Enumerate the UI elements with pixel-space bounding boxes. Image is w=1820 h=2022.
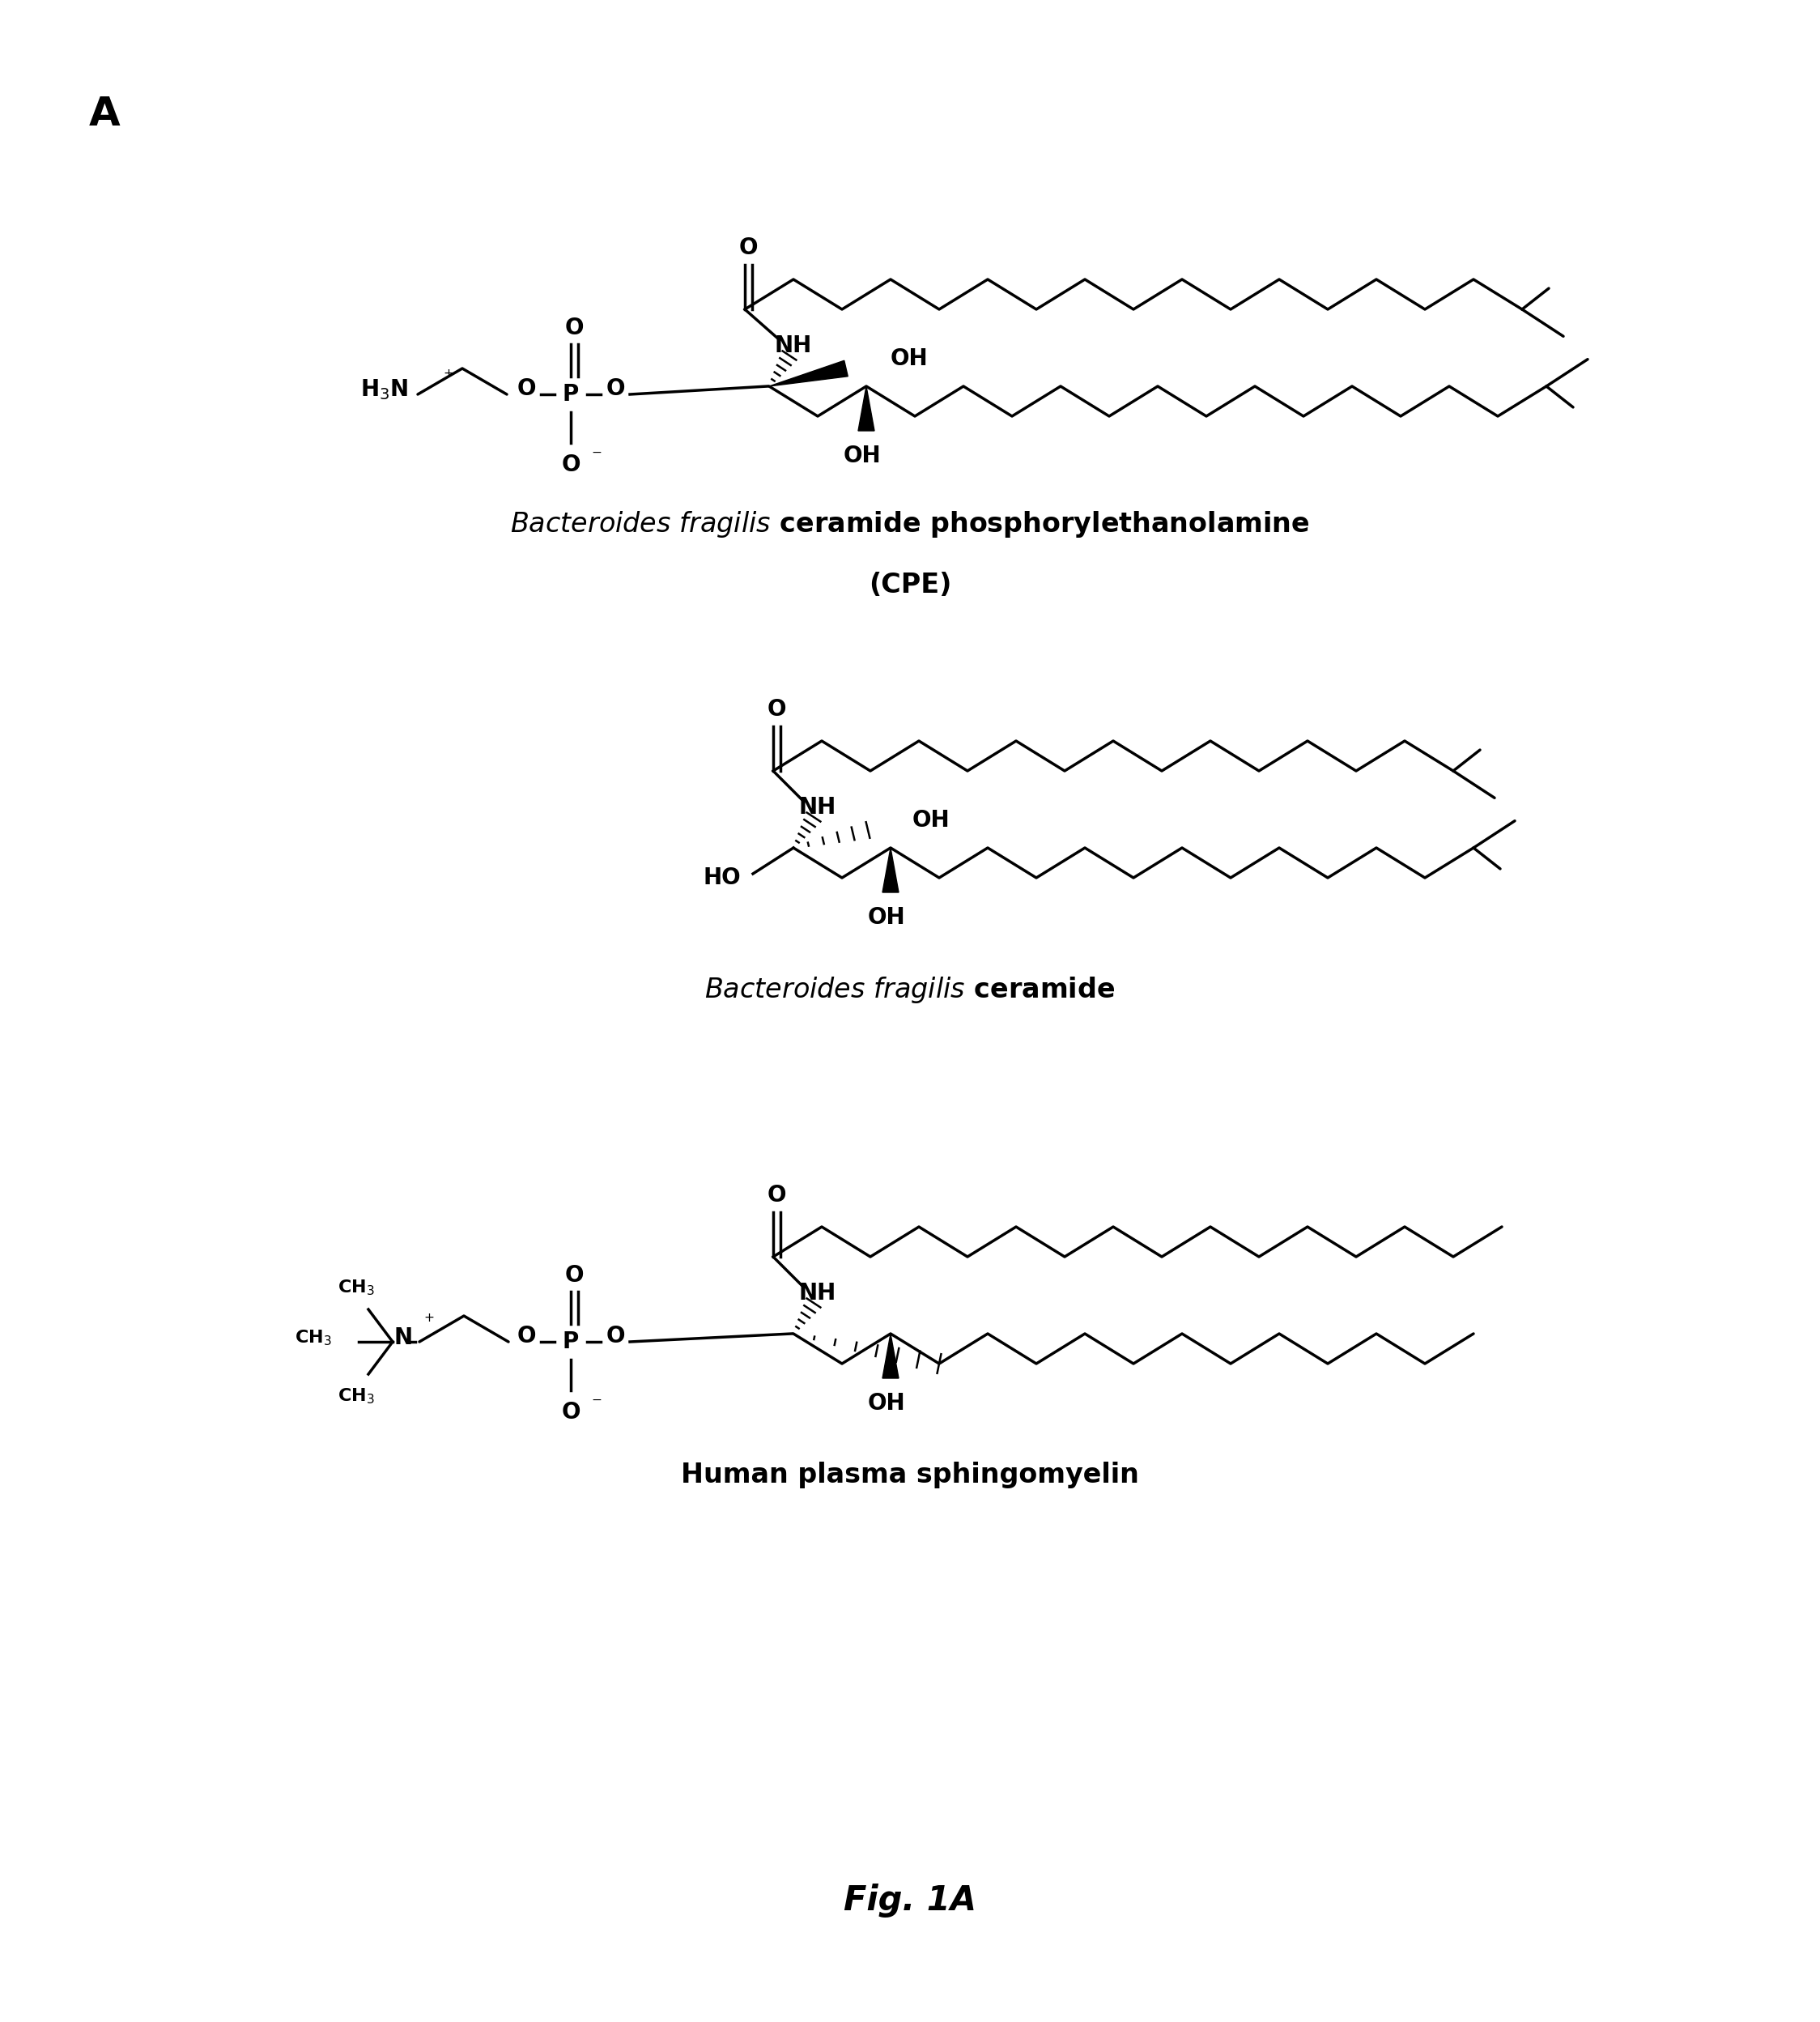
Text: P: P [562,382,579,406]
Text: P: P [562,1330,579,1353]
Text: N: N [395,1326,413,1349]
Text: CH$_3$: CH$_3$ [339,1278,375,1298]
Text: OH: OH [890,348,928,370]
Text: OH: OH [843,445,881,467]
Text: OH: OH [912,809,950,831]
Text: $^+$: $^+$ [420,1314,435,1330]
Polygon shape [770,360,848,386]
Text: O: O [564,317,584,340]
Text: O: O [561,453,581,475]
Polygon shape [883,847,899,892]
Text: H$_3$N: H$_3$N [360,378,408,402]
Text: (CPE): (CPE) [868,572,952,599]
Text: $^-$: $^-$ [588,449,602,465]
Text: NH: NH [775,334,812,358]
Text: O: O [564,1264,584,1286]
Text: $^-$: $^-$ [588,1397,602,1413]
Text: O: O [739,237,757,259]
Polygon shape [883,1335,899,1379]
Text: O: O [561,1401,581,1423]
Text: $\it{Bacteroides\ fragilis}$ ceramide phosphorylethanolamine: $\it{Bacteroides\ fragilis}$ ceramide ph… [510,510,1310,540]
Text: HO: HO [703,867,741,890]
Text: $\it{Bacteroides\ fragilis}$ ceramide: $\it{Bacteroides\ fragilis}$ ceramide [704,975,1116,1005]
Text: OH: OH [868,1391,905,1415]
Text: Fig. 1A: Fig. 1A [844,1885,976,1917]
Text: NH: NH [799,1282,837,1304]
Text: $^+$: $^+$ [440,368,453,384]
Text: OH: OH [868,906,905,928]
Text: O: O [766,698,786,720]
Text: Human plasma sphingomyelin: Human plasma sphingomyelin [681,1462,1139,1488]
Text: O: O [606,1324,624,1347]
Text: CH$_3$: CH$_3$ [295,1328,331,1347]
Text: O: O [517,1324,535,1347]
Text: NH: NH [799,797,837,819]
Text: O: O [766,1185,786,1207]
Polygon shape [859,386,874,431]
Text: A: A [89,95,120,133]
Text: O: O [606,378,624,400]
Text: CH$_3$: CH$_3$ [339,1387,375,1405]
Text: O: O [517,378,535,400]
